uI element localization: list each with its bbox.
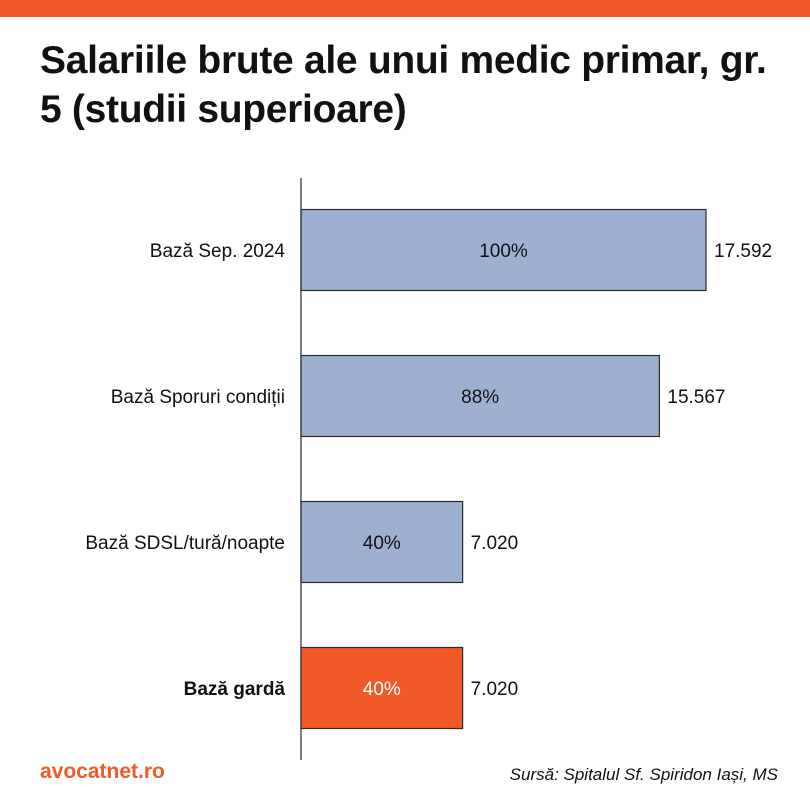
- percent-label-0: 100%: [479, 241, 528, 262]
- bar-0: [300, 208, 707, 292]
- category-label-3: Bază gardă: [184, 679, 286, 700]
- value-label-1: 15.567: [667, 387, 725, 408]
- percent-label-1: 88%: [461, 387, 499, 408]
- category-label-2: Bază SDSL/tură/noapte: [85, 533, 285, 554]
- source-note: Sursă: Spitalul Sf. Spiridon Iași, MS: [509, 765, 778, 784]
- bar-2: [300, 500, 464, 584]
- category-label-1: Bază Sporuri condiții: [111, 387, 285, 408]
- brand-logo-text: avocatnet.ro: [40, 760, 165, 783]
- category-label-0: Bază Sep. 2024: [150, 241, 286, 262]
- percent-label-2: 40%: [363, 533, 401, 554]
- bar-3: [300, 646, 464, 730]
- value-label-3: 7.020: [471, 679, 519, 700]
- accent-top-bar: [0, 0, 810, 17]
- value-label-2: 7.020: [471, 533, 519, 554]
- chart-title: Salariile brute ale unui medic primar, g…: [40, 39, 767, 131]
- value-label-0: 17.592: [714, 241, 772, 262]
- bar-1: [300, 354, 660, 438]
- percent-label-3: 40%: [363, 679, 401, 700]
